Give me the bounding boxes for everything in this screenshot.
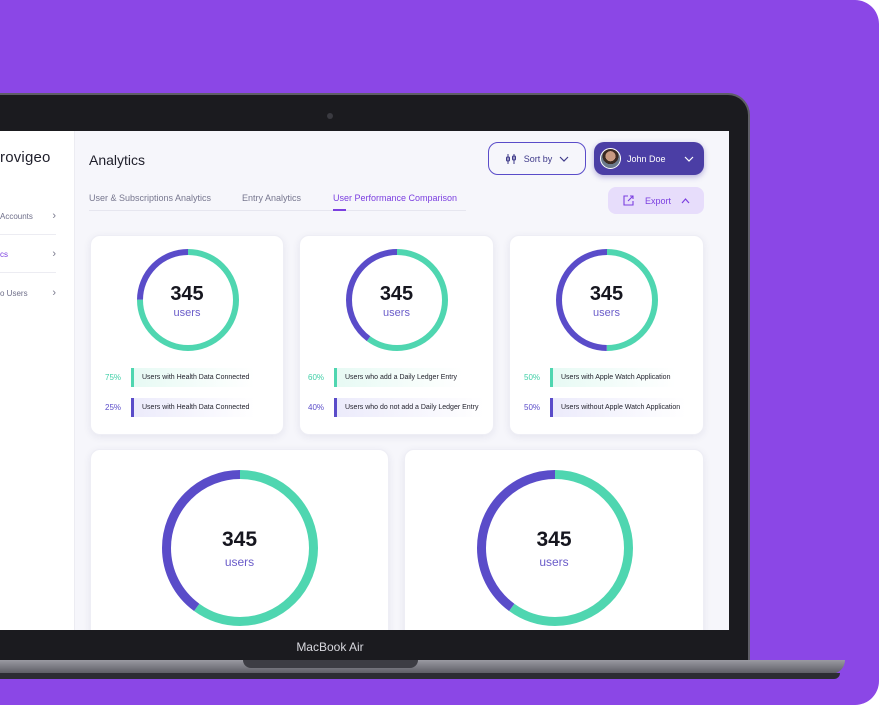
chevron-down-icon — [559, 156, 569, 162]
legend-item: 50% Users with Apple Watch Application — [524, 368, 677, 387]
divider — [0, 272, 56, 273]
donut-chart — [477, 470, 633, 626]
sidebar-item-users[interactable]: o Users › — [0, 287, 56, 299]
stat-unit: users — [593, 307, 620, 319]
sort-icon — [505, 153, 516, 164]
device-model-label: MacBook Air — [296, 640, 364, 654]
user-name: John Doe — [627, 153, 666, 164]
user-menu-button[interactable]: John Doe — [594, 142, 704, 175]
donut-chart — [162, 470, 318, 626]
chevron-right-icon: › — [52, 210, 56, 222]
laptop-base — [0, 660, 845, 674]
legend-percent: 50% — [524, 373, 541, 382]
camera-icon — [327, 113, 333, 119]
sort-by-button[interactable]: Sort by — [488, 142, 586, 175]
donut-segment-primary — [556, 249, 658, 351]
stat-total: 345 — [589, 283, 624, 305]
stat-unit: users — [539, 555, 569, 569]
export-label: Export — [644, 195, 671, 206]
divider — [0, 234, 56, 235]
page-title: Analytics — [89, 152, 146, 168]
legend-item: 60% Users who add a Daily Ledger Entry — [308, 368, 464, 387]
app-screen: rovigeo Accounts › cs › o Users › Analyt… — [0, 131, 729, 630]
stat-card-apple-watch: 345 users 50% Users with Apple Watch App… — [509, 235, 704, 435]
chevron-right-icon: › — [52, 287, 56, 299]
legend-label: Users who do not add a Daily Ledger Entr… — [334, 398, 485, 417]
stat-card-daily-ledger: 345 users 60% Users who add a Daily Ledg… — [299, 235, 494, 435]
stat-unit: users — [224, 555, 255, 569]
legend-label: Users with Health Data Connected — [131, 368, 256, 387]
stat-total: 345 — [221, 528, 258, 551]
stat-card-large-right: 345 users — [404, 449, 704, 630]
donut-segment-primary — [137, 249, 239, 351]
donut-segment-primary — [346, 249, 448, 351]
legend-label: Users with Apple Watch Application — [550, 368, 677, 387]
donut-chart — [346, 249, 448, 351]
sidebar-item-label: Accounts — [0, 211, 33, 221]
legend-item: 50% Users without Apple Watch Applicatio… — [524, 398, 687, 417]
donut-chart — [137, 249, 239, 351]
stat-total: 345 — [170, 283, 204, 305]
tab-user-performance-comparison[interactable]: User Performance Comparison — [333, 193, 458, 203]
chevron-down-icon — [684, 156, 694, 162]
sidebar-item-label: o Users — [0, 288, 28, 298]
export-icon — [623, 195, 634, 206]
active-tab-indicator — [333, 209, 346, 211]
avatar — [600, 148, 621, 169]
legend-percent: 25% — [105, 403, 122, 412]
chevron-right-icon: › — [52, 248, 56, 260]
sidebar-item-label: cs — [0, 249, 8, 259]
stat-unit: users — [173, 307, 201, 319]
legend-percent: 50% — [524, 403, 541, 412]
donut-segment-primary — [477, 470, 633, 626]
sidebar-item-accounts[interactable]: Accounts › — [0, 210, 56, 222]
stat-total: 345 — [379, 283, 414, 305]
legend-item: 75% Users with Health Data Connected — [105, 368, 256, 387]
stat-unit: users — [383, 307, 410, 319]
legend-percent: 40% — [308, 403, 325, 412]
tab-entry-analytics[interactable]: Entry Analytics — [242, 193, 302, 203]
sidebar-item-analytics[interactable]: cs › — [0, 248, 56, 260]
laptop-foot — [0, 673, 840, 679]
legend-percent: 60% — [308, 373, 325, 382]
tabs-divider — [89, 210, 466, 211]
sort-by-label: Sort by — [523, 153, 553, 164]
legend-percent: 75% — [105, 373, 122, 382]
stat-total: 345 — [536, 528, 572, 551]
stat-card-large-left: 345 users — [90, 449, 389, 630]
legend-label: Users who add a Daily Ledger Entry — [334, 368, 464, 387]
legend-item: 25% Users with Health Data Connected — [105, 398, 256, 417]
donut-segment-primary — [162, 470, 318, 626]
sidebar: rovigeo Accounts › cs › o Users › — [0, 131, 75, 630]
legend-label: Users with Health Data Connected — [131, 398, 256, 417]
stat-card-health-data: 345 users 75% Users with Health Data Con… — [90, 235, 284, 435]
legend-item: 40% Users who do not add a Daily Ledger … — [308, 398, 485, 417]
export-button[interactable]: Export — [608, 187, 704, 214]
donut-chart — [556, 249, 658, 351]
app-logo: rovigeo — [0, 149, 51, 166]
chevron-up-icon — [681, 197, 690, 203]
tab-user-subscriptions-analytics[interactable]: User & Subscriptions Analytics — [89, 193, 212, 203]
legend-label: Users without Apple Watch Application — [550, 398, 687, 417]
laptop-notch — [243, 660, 418, 668]
